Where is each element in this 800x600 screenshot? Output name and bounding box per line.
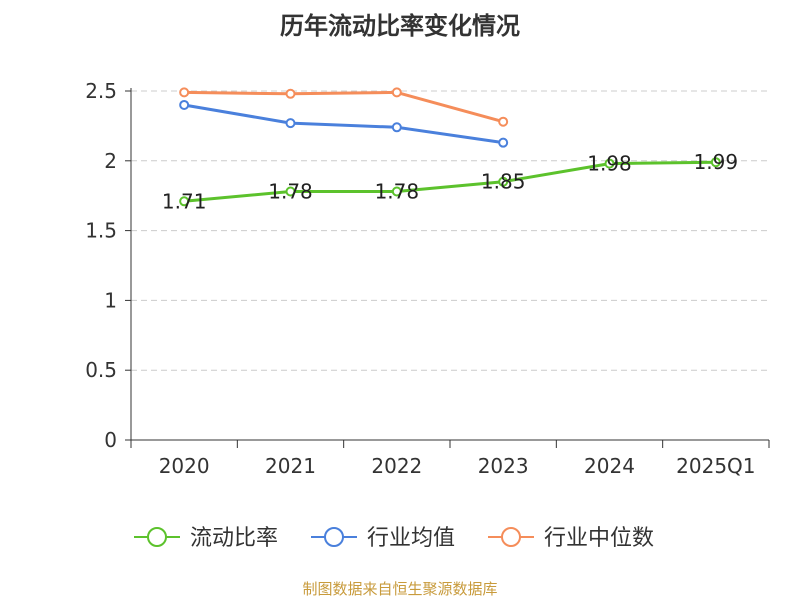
data-label: 1.78 <box>375 180 420 204</box>
y-tick-label: 2 <box>104 149 117 173</box>
x-tick-label: 2021 <box>265 454 316 478</box>
series-lines <box>179 87 721 207</box>
legend-label: 流动比率 <box>190 526 278 551</box>
data-point <box>710 157 721 168</box>
data-point <box>179 87 190 98</box>
source-note: 制图数据来自恒生聚源数据库 <box>302 580 498 598</box>
y-tick-label: 0.5 <box>85 358 117 382</box>
legend-marker <box>324 527 344 547</box>
grid-lines <box>131 90 769 371</box>
legend-marker <box>501 527 521 547</box>
data-point <box>498 137 509 148</box>
y-tick-label: 1.5 <box>85 219 117 243</box>
data-label: 1.85 <box>481 170 526 194</box>
data-point <box>391 87 402 98</box>
y-tick-label: 2.5 <box>85 79 117 103</box>
legend-label: 行业中位数 <box>544 526 654 551</box>
data-label: 1.78 <box>268 180 313 204</box>
data-point <box>285 88 296 99</box>
data-label: 1.98 <box>587 152 632 176</box>
series-line-0 <box>184 160 716 203</box>
data-label: 1.99 <box>694 150 739 174</box>
data-point <box>604 158 615 169</box>
series-line-2 <box>184 90 504 124</box>
axes: 0 0.5 1 1.5 2 2.5 2020 2021 2022 2023 2024 2025Q1 <box>85 79 770 478</box>
data-point <box>498 116 509 127</box>
data-labels: 1.71 1.78 1.78 1.85 1.98 1.99 <box>162 150 738 213</box>
data-point <box>285 118 296 129</box>
data-point <box>391 122 402 133</box>
series-line-1 <box>183 103 504 145</box>
data-point <box>498 176 509 187</box>
legend-label: 行业均值 <box>367 526 455 551</box>
data-point <box>179 196 190 207</box>
data-point <box>179 99 190 110</box>
x-tick-label: 2025Q1 <box>676 454 755 478</box>
data-point <box>285 186 296 197</box>
chart-title: 历年流动比率变化情况 <box>280 12 520 40</box>
x-tick-label: 2023 <box>478 454 529 478</box>
data-point <box>391 186 402 197</box>
x-tick-label: 2022 <box>371 454 422 478</box>
legend-marker <box>147 527 167 547</box>
y-tick-label: 0 <box>104 428 117 452</box>
x-tick-label: 2024 <box>584 454 635 478</box>
x-tick-label: 2020 <box>159 454 210 478</box>
legend: 流动比率 行业均值 行业中位数 <box>134 526 654 551</box>
y-tick-label: 1 <box>104 288 117 312</box>
data-label: 1.71 <box>162 189 207 213</box>
